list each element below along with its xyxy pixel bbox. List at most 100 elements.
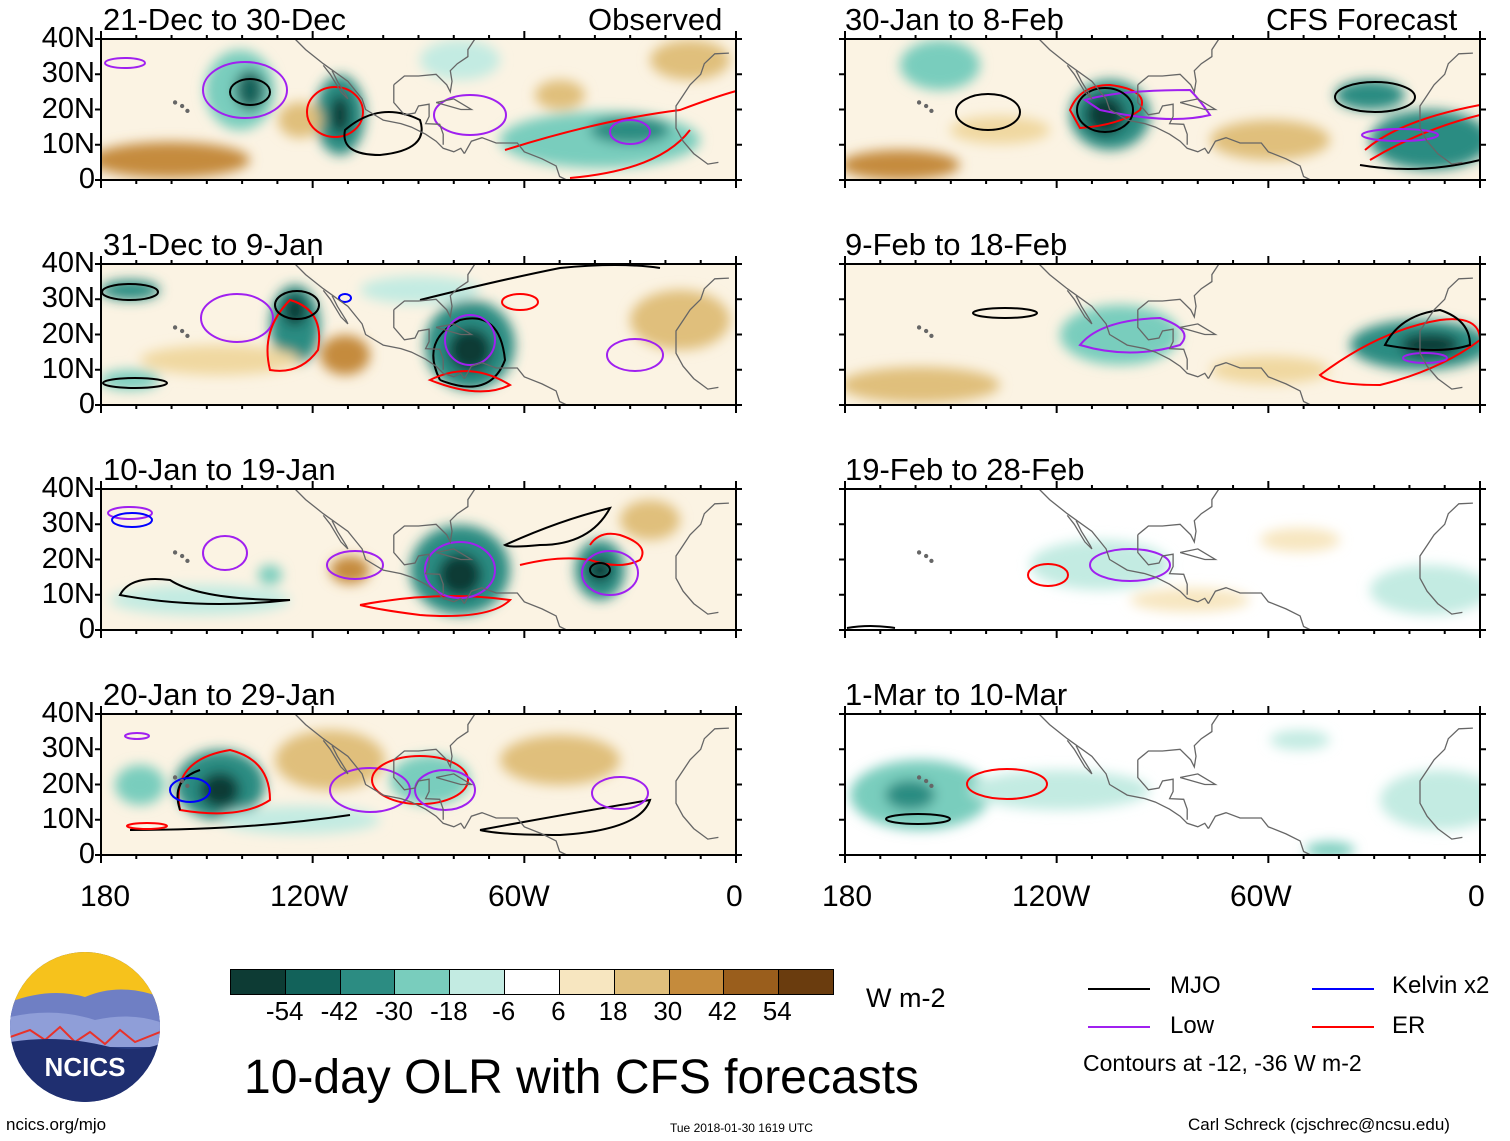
coastline [435, 98, 474, 111]
island [929, 108, 934, 114]
island [185, 108, 190, 114]
coastline [322, 514, 349, 550]
lat-label: 30N [41, 732, 95, 765]
coastline [393, 534, 444, 595]
colorbar-swatch [339, 970, 395, 994]
coastline [1137, 309, 1188, 370]
panel-title: 19-Feb to 28-Feb [845, 452, 1085, 487]
panel-title: 9-Feb to 18-Feb [845, 227, 1068, 262]
coastline [294, 488, 465, 604]
lat-label: 40N [41, 247, 95, 279]
legend-note: Contours at -12, -36 W m-2 [1083, 1050, 1362, 1076]
panel-title: 21-Dec to 30-Dec [103, 2, 346, 37]
ncics-logo: NCICS [10, 952, 160, 1102]
panel-title: 30-Jan to 8-Feb [845, 2, 1064, 37]
lon-label: 0 [1468, 880, 1485, 913]
coastline [1137, 488, 1220, 544]
colorbar-label: 54 [762, 996, 792, 1026]
lon-label: 0 [726, 880, 743, 913]
coastline [1137, 38, 1220, 94]
panel-title: 20-Jan to 29-Jan [103, 677, 336, 712]
colorbar-label: 6 [551, 996, 566, 1026]
coastline [1179, 98, 1218, 111]
coastline [675, 277, 729, 390]
panel-observed-3 [101, 489, 736, 630]
island [929, 333, 934, 339]
colorbar-swatch [231, 970, 285, 994]
coastline [1419, 502, 1473, 615]
coastline [675, 502, 729, 615]
coastline [1038, 713, 1209, 829]
coastline [675, 52, 729, 165]
lat-label: 10N [41, 352, 95, 385]
lon-label: 60W [488, 880, 550, 913]
coastline [435, 548, 474, 561]
coastline [1137, 759, 1188, 820]
coastline [1419, 727, 1473, 840]
lat-label: 30N [41, 507, 95, 540]
lat-label: 20N [41, 92, 95, 125]
lat-label: 30N [41, 57, 95, 90]
figure-title: 10-day OLR with CFS forecasts [244, 1051, 919, 1104]
coastline [1066, 739, 1093, 775]
observed-label: Observed [588, 2, 723, 37]
coastline [1419, 52, 1473, 165]
colorbar-label: -6 [492, 996, 516, 1026]
coastline [1207, 812, 1311, 856]
forecast-label: CFS Forecast [1266, 2, 1458, 37]
coastline [1038, 263, 1209, 379]
coastline [393, 713, 476, 769]
island [179, 778, 185, 784]
legend-mjo: MJO [1170, 972, 1221, 999]
panel-observed-2 [101, 264, 736, 405]
lon-label: 60W [1230, 880, 1292, 913]
lat-label: 0 [78, 838, 95, 870]
coastline [1038, 38, 1209, 154]
colorbar-swatch [394, 970, 450, 994]
lat-label: 0 [78, 388, 95, 420]
legend-line-kelvin [1312, 988, 1374, 990]
island [185, 783, 190, 789]
coastline [463, 587, 567, 631]
coastline [463, 137, 567, 181]
island [179, 328, 185, 334]
island [172, 775, 178, 780]
island [923, 328, 929, 334]
island [172, 325, 178, 330]
coastline [1179, 548, 1218, 561]
lon-label: 120W [1012, 880, 1091, 913]
coastline [1137, 713, 1220, 769]
coastline [322, 64, 349, 100]
panel-observed-4 [101, 714, 736, 855]
logo-text: NCICS [44, 1052, 126, 1082]
colorbar-swatch [504, 970, 559, 994]
panel-title: 1-Mar to 10-Mar [845, 677, 1068, 712]
coastline [1137, 84, 1188, 145]
credit: Carl Schreck (cjschrec@ncsu.edu) [1188, 1115, 1450, 1134]
island [185, 333, 190, 339]
island [929, 783, 934, 789]
lat-label: 30N [41, 282, 95, 315]
coastline [1038, 488, 1209, 604]
lon-label: 180 [822, 880, 873, 913]
website-link[interactable]: ncics.org/mjo [6, 1115, 107, 1134]
coastline [675, 727, 729, 840]
coastline [463, 812, 567, 856]
colorbar-label: 18 [598, 996, 628, 1026]
coastline [463, 362, 567, 406]
coastline [1179, 323, 1218, 336]
panel-forecast-4 [845, 714, 1480, 855]
coastline [393, 84, 444, 145]
coastline [393, 38, 476, 94]
coastline [1137, 534, 1188, 595]
map-panels [95, 31, 1486, 863]
coastline [1137, 263, 1220, 319]
lat-label: 10N [41, 802, 95, 835]
coastline [1066, 514, 1093, 550]
coastline [393, 263, 476, 319]
colorbar-label: -54 [265, 996, 304, 1026]
colorbar-swatch [668, 970, 724, 994]
legend-low: Low [1170, 1012, 1215, 1039]
coastline [322, 289, 349, 325]
colorbar-swatch [558, 970, 614, 994]
